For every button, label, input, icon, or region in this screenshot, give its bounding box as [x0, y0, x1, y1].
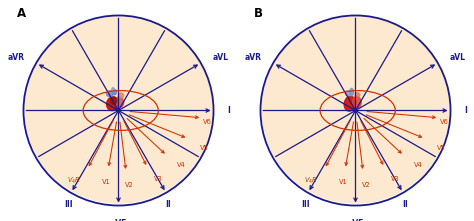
Text: V2: V2	[125, 182, 134, 188]
Text: III: III	[301, 200, 310, 210]
Ellipse shape	[355, 93, 360, 97]
Text: I: I	[464, 106, 467, 115]
Circle shape	[262, 16, 449, 203]
Text: V5: V5	[200, 145, 209, 151]
Text: V6: V6	[439, 119, 448, 125]
Text: aVF: aVF	[347, 219, 364, 221]
Text: B: B	[254, 7, 263, 20]
Ellipse shape	[353, 96, 361, 108]
Text: $V_4R$: $V_4R$	[304, 176, 318, 186]
Text: A: A	[17, 7, 26, 20]
Ellipse shape	[106, 91, 113, 97]
Text: V1: V1	[102, 179, 111, 185]
Ellipse shape	[107, 97, 118, 111]
Circle shape	[25, 16, 212, 203]
Ellipse shape	[110, 97, 117, 104]
Text: II: II	[402, 200, 408, 210]
Text: aVR: aVR	[245, 53, 262, 62]
Ellipse shape	[345, 91, 351, 95]
Text: $V_4R$: $V_4R$	[67, 176, 81, 186]
Text: III: III	[64, 200, 73, 210]
Text: V4: V4	[176, 162, 185, 168]
Text: V3: V3	[392, 176, 400, 183]
Text: V1: V1	[339, 179, 348, 185]
Text: V4: V4	[413, 162, 422, 168]
Text: V6: V6	[202, 119, 211, 125]
Text: I: I	[227, 106, 230, 115]
Ellipse shape	[350, 88, 354, 96]
Text: aVF: aVF	[110, 219, 127, 221]
Ellipse shape	[112, 88, 114, 92]
Text: aVL: aVL	[212, 53, 228, 62]
Text: II: II	[165, 200, 171, 210]
Text: aVR: aVR	[8, 53, 25, 62]
Text: aVL: aVL	[449, 53, 465, 62]
Ellipse shape	[113, 90, 117, 95]
Ellipse shape	[344, 96, 356, 111]
Text: V2: V2	[362, 182, 371, 188]
Text: V3: V3	[155, 176, 163, 183]
Text: V5: V5	[437, 145, 446, 151]
Ellipse shape	[118, 93, 124, 98]
Ellipse shape	[115, 97, 124, 107]
